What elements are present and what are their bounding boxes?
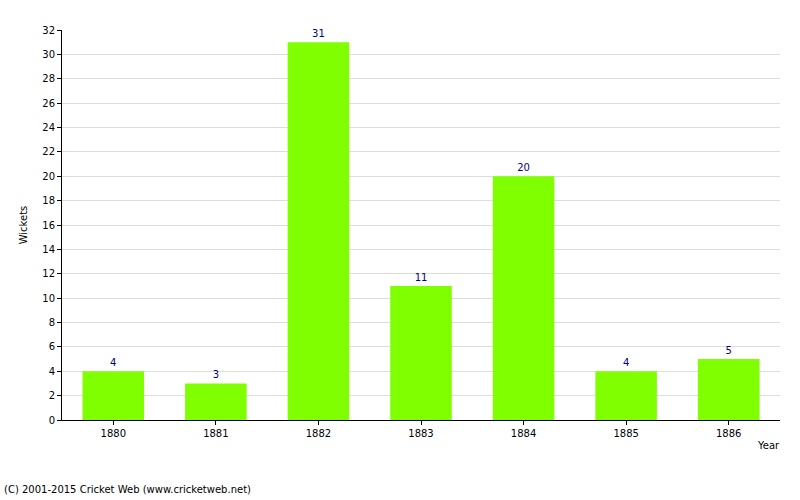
svg-text:5: 5 — [726, 345, 732, 356]
svg-text:1885: 1885 — [613, 428, 638, 439]
svg-text:1883: 1883 — [408, 428, 433, 439]
svg-text:1884: 1884 — [511, 428, 536, 439]
svg-text:1886: 1886 — [716, 428, 741, 439]
svg-text:Year: Year — [757, 440, 780, 451]
svg-text:32: 32 — [42, 25, 55, 36]
svg-text:1882: 1882 — [306, 428, 331, 439]
svg-text:2: 2 — [49, 390, 55, 401]
svg-text:22: 22 — [42, 146, 55, 157]
svg-text:18: 18 — [42, 195, 55, 206]
svg-text:30: 30 — [42, 49, 55, 60]
svg-text:0: 0 — [49, 415, 55, 426]
svg-text:(C) 2001-2015 Cricket Web (www: (C) 2001-2015 Cricket Web (www.cricketwe… — [4, 484, 251, 495]
svg-text:4: 4 — [623, 357, 629, 368]
svg-text:1881: 1881 — [203, 428, 228, 439]
svg-text:8: 8 — [49, 317, 55, 328]
svg-text:10: 10 — [42, 293, 55, 304]
svg-text:6: 6 — [49, 341, 55, 352]
svg-text:11: 11 — [415, 272, 428, 283]
svg-text:28: 28 — [42, 73, 55, 84]
svg-text:26: 26 — [42, 98, 55, 109]
svg-text:16: 16 — [42, 220, 55, 231]
svg-text:31: 31 — [312, 28, 325, 39]
svg-text:1880: 1880 — [101, 428, 126, 439]
svg-text:4: 4 — [49, 366, 55, 377]
svg-text:20: 20 — [517, 162, 530, 173]
svg-text:4: 4 — [110, 357, 116, 368]
svg-text:12: 12 — [42, 268, 55, 279]
svg-text:3: 3 — [213, 369, 219, 380]
svg-text:Wickets: Wickets — [18, 206, 29, 245]
svg-text:14: 14 — [42, 244, 55, 255]
svg-text:20: 20 — [42, 171, 55, 182]
svg-text:24: 24 — [42, 122, 55, 133]
